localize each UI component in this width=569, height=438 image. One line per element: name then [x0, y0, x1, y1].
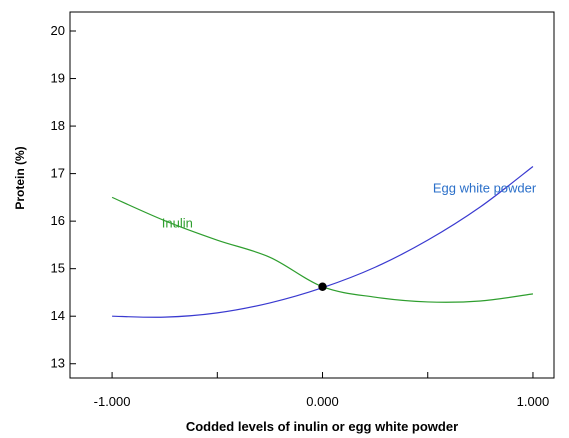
- series-label: Inulin: [162, 215, 193, 230]
- x-tick-label: -1.000: [94, 394, 131, 409]
- plot-frame: [69, 11, 555, 379]
- y-axis: 13 14 15 16 17 18 19 20: [51, 23, 76, 371]
- center-point-marker: [318, 282, 327, 291]
- y-tick-label: 16: [51, 213, 65, 228]
- series-label: Egg white powder: [433, 181, 537, 196]
- x-axis-title: Codded levels of inulin or egg white pow…: [186, 419, 458, 434]
- y-tick-label: 13: [51, 356, 65, 371]
- y-tick-label: 14: [51, 308, 65, 323]
- y-tick-label: 18: [51, 118, 65, 133]
- x-tick-label: 0.000: [306, 394, 339, 409]
- y-tick-label: 15: [51, 261, 65, 276]
- y-tick-label: 19: [51, 71, 65, 86]
- series-layer: Inulin Egg white powder: [111, 166, 537, 318]
- x-axis: -1.000 0.000 1.000: [94, 372, 550, 409]
- y-tick-label: 17: [51, 166, 65, 181]
- y-tick-label: 20: [51, 23, 65, 38]
- y-axis-title: Protein (%): [13, 146, 27, 209]
- x-tick-label: 1.000: [517, 394, 550, 409]
